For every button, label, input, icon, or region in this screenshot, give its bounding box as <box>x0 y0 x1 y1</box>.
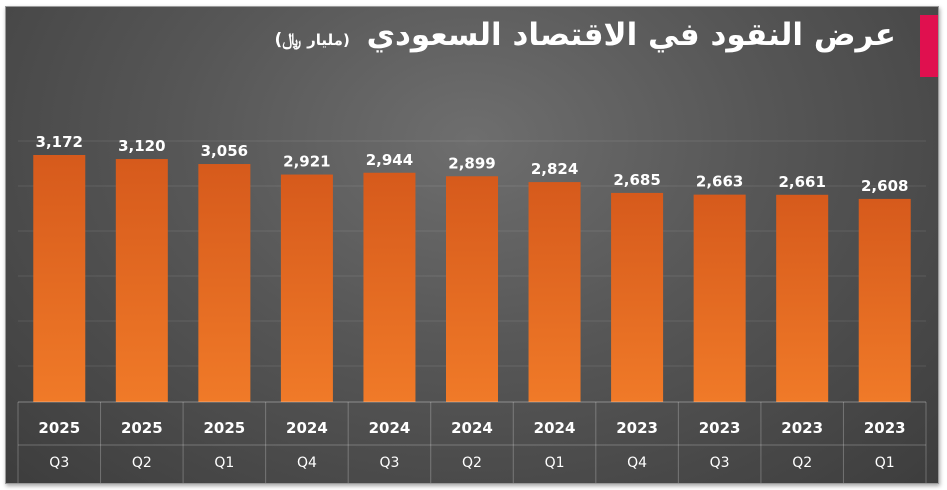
x-tick-quarter: Q2 <box>792 455 812 471</box>
chart-title-text: عرض النقود في الاقتصاد السعودي <box>366 17 896 53</box>
value-label: 3,056 <box>201 142 248 160</box>
value-labels-group: 3,172 3,120 3,056 2,921 2,944 2,899 2,824 2,685… <box>36 133 909 195</box>
chart-title: عرض النقود في الاقتصاد السعودي (مليار﷼) <box>275 17 896 53</box>
bar-chart: 3,172 3,120 3,056 2,921 2,944 2,899 2,824 2,685… <box>17 133 927 483</box>
x-tick-year: 2025 <box>38 419 80 437</box>
x-tick-quarter: Q1 <box>214 455 234 471</box>
bar <box>280 174 333 402</box>
value-label: 2,608 <box>861 177 908 195</box>
x-tick-quarter: Q1 <box>875 455 895 471</box>
unit-label: (مليار <box>307 31 350 49</box>
bar <box>33 155 86 402</box>
x-tick-year: 2025 <box>121 419 163 437</box>
currency-symbol: ﷼) <box>274 30 303 50</box>
x-tick-year: 2023 <box>616 419 658 437</box>
x-tick-quarter: Q4 <box>627 455 647 471</box>
bar <box>528 182 581 402</box>
value-label: 2,824 <box>531 160 578 178</box>
x-tick-year: 2024 <box>534 419 576 437</box>
x-tick-year: 2024 <box>286 419 328 437</box>
x-tick-quarter: Q3 <box>49 455 69 471</box>
x-tick-quarter: Q3 <box>710 455 730 471</box>
bar <box>363 172 416 402</box>
bars-group <box>33 155 911 402</box>
x-tick-year: 2023 <box>699 419 741 437</box>
bar <box>115 159 168 402</box>
x-tick-quarter: Q3 <box>379 455 399 471</box>
x-tick-quarter: Q2 <box>462 455 482 471</box>
value-label: 3,120 <box>118 137 165 155</box>
value-label: 2,661 <box>778 173 825 191</box>
x-tick-quarter: Q2 <box>132 455 152 471</box>
value-label: 2,921 <box>283 153 330 171</box>
x-tick-year: 2024 <box>451 419 493 437</box>
value-label: 2,899 <box>448 154 495 172</box>
x-tick-quarter: Q1 <box>545 455 565 471</box>
bar <box>693 194 746 402</box>
value-label: 2,685 <box>613 171 660 189</box>
bar <box>858 198 911 402</box>
x-tick-quarter: Q4 <box>297 455 317 471</box>
x-tick-year: 2023 <box>864 419 906 437</box>
bar <box>611 192 664 402</box>
bar <box>776 194 829 402</box>
bar <box>446 176 498 402</box>
x-axis: 2025 Q3 2025 Q2 2025 Q1 2024 Q4 2024 Q3 2024 Q2 2024… <box>17 401 927 483</box>
x-tick-year: 2025 <box>203 419 245 437</box>
accent-bar <box>920 15 938 77</box>
title-bar: عرض النقود في الاقتصاد السعودي (مليار﷼) <box>6 7 938 91</box>
value-label: 2,944 <box>366 151 413 169</box>
x-tick-year: 2023 <box>781 419 823 437</box>
chart-frame: عرض النقود في الاقتصاد السعودي (مليار﷼) … <box>5 6 939 484</box>
x-tick-year: 2024 <box>369 419 411 437</box>
value-label: 2,663 <box>696 173 743 191</box>
value-label: 3,172 <box>36 133 83 151</box>
bar <box>198 164 251 402</box>
